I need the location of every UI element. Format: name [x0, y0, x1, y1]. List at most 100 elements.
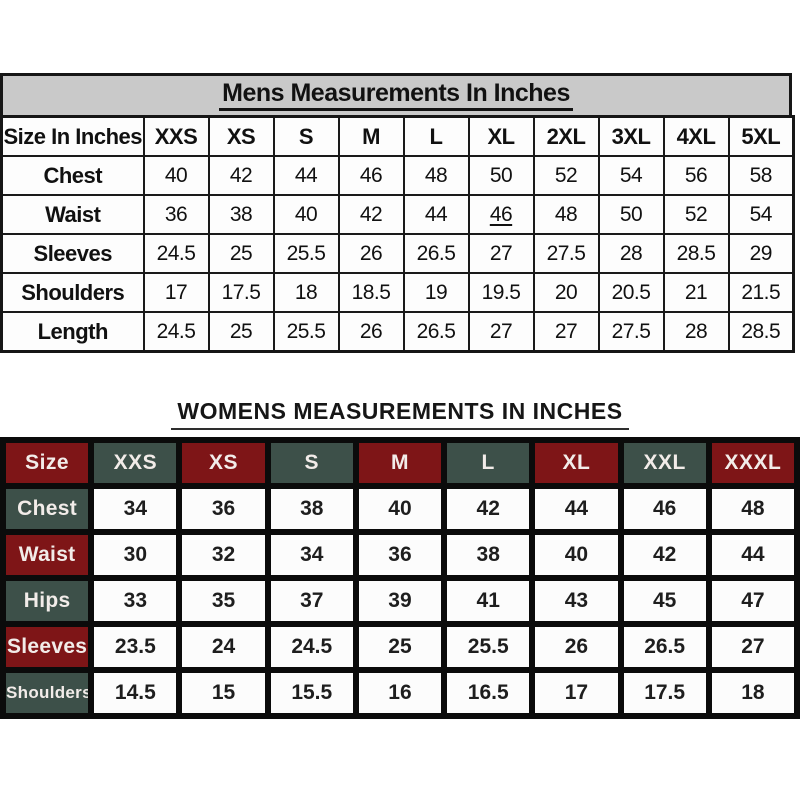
- mens-cell: 48: [402, 155, 470, 196]
- mens-cell: 24.5: [142, 311, 210, 353]
- mens-title-band: Mens Measurements In Inches: [0, 73, 792, 115]
- mens-cell: 52: [662, 194, 730, 235]
- mens-cell: 25.5: [272, 233, 340, 274]
- mens-cell: 27.5: [597, 311, 665, 353]
- womens-cell: 26: [535, 627, 618, 667]
- womens-cell: 33: [94, 581, 177, 621]
- mens-cell: 17: [142, 272, 210, 313]
- mens-row-label: Sleeves: [0, 233, 145, 274]
- mens-cell: 28: [662, 311, 730, 353]
- mens-row-label: Length: [0, 311, 145, 353]
- womens-cell: 44: [711, 535, 794, 575]
- mens-cell: 28.5: [662, 233, 730, 274]
- womens-cell: 42: [447, 489, 530, 529]
- mens-header-cell: L: [402, 115, 470, 157]
- womens-cell: 30: [94, 535, 177, 575]
- womens-header-cell: S: [270, 443, 353, 483]
- mens-cell: 28.5: [727, 311, 795, 353]
- womens-section: Size XXS XS S M L XL XXL XXXL Chest 34 36 38 40 42 44 46…: [0, 437, 800, 719]
- mens-cell: 28: [597, 233, 665, 274]
- womens-cell: 36: [358, 535, 442, 575]
- mens-header-cell: 4XL: [662, 115, 730, 157]
- mens-cell: 40: [142, 155, 210, 196]
- womens-cell: 16.5: [447, 673, 530, 713]
- mens-cell: 44: [402, 194, 470, 235]
- mens-cell: 27: [467, 233, 535, 274]
- womens-header-cell: XS: [182, 443, 265, 483]
- womens-header-cell: XXXL: [711, 443, 794, 483]
- mens-cell: 21: [662, 272, 730, 313]
- mens-table-row: Length 24.5 25 25.5 26 26.5 27 27 27.5 28 28.5: [0, 311, 795, 353]
- mens-cell: 27: [532, 311, 600, 353]
- womens-header-cell: Size: [6, 443, 89, 483]
- mens-cell: 20.5: [597, 272, 665, 313]
- mens-cell: 27.5: [532, 233, 600, 274]
- womens-cell: 40: [358, 489, 442, 529]
- mens-title: Mens Measurements In Inches: [219, 80, 573, 111]
- mens-cell: 20: [532, 272, 600, 313]
- mens-cell: 25: [207, 311, 275, 353]
- womens-row-label: Chest: [6, 489, 89, 529]
- womens-cell: 32: [182, 535, 265, 575]
- mens-cell: 17.5: [207, 272, 275, 313]
- womens-cell: 34: [94, 489, 177, 529]
- womens-cell: 35: [182, 581, 265, 621]
- womens-cell: 15.5: [270, 673, 353, 713]
- mens-cell: 40: [272, 194, 340, 235]
- mens-section: Mens Measurements In Inches Size In Inch…: [0, 73, 795, 353]
- womens-cell: 45: [623, 581, 706, 621]
- mens-header-cell: 5XL: [727, 115, 795, 157]
- mens-cell: 26.5: [402, 233, 470, 274]
- womens-table-row: Waist 30 32 34 36 38 40 42 44: [6, 535, 794, 575]
- womens-header-cell: XL: [535, 443, 618, 483]
- womens-cell: 27: [711, 627, 794, 667]
- mens-cell: 58: [727, 155, 795, 196]
- womens-cell: 25: [358, 627, 442, 667]
- mens-cell: 21.5: [727, 272, 795, 313]
- mens-cell: 29: [727, 233, 795, 274]
- womens-cell: 23.5: [94, 627, 177, 667]
- mens-cell: 54: [597, 155, 665, 196]
- womens-cell: 15: [182, 673, 265, 713]
- womens-cell: 34: [270, 535, 353, 575]
- mens-cell: 48: [532, 194, 600, 235]
- womens-table-row: Shoulders 14.5 15 15.5 16 16.5 17 17.5 18: [6, 673, 794, 713]
- mens-cell: 46: [337, 155, 405, 196]
- womens-cell: 43: [535, 581, 618, 621]
- womens-row-label: Waist: [6, 535, 89, 575]
- mens-header-cell: XS: [207, 115, 275, 157]
- mens-cell: 26.5: [402, 311, 470, 353]
- womens-header-cell: XXS: [94, 443, 177, 483]
- womens-row-label: Shoulders: [6, 673, 89, 713]
- womens-cell: 38: [447, 535, 530, 575]
- mens-cell: 42: [337, 194, 405, 235]
- womens-cell: 24.5: [270, 627, 353, 667]
- womens-title-wrap: WOMENS MEASUREMENTS IN INCHES: [0, 398, 800, 430]
- mens-cell: 42: [207, 155, 275, 196]
- mens-cell: 19.5: [467, 272, 535, 313]
- mens-table-row: Chest 40 42 44 46 48 50 52 54 56 58: [0, 155, 795, 196]
- womens-cell: 48: [711, 489, 794, 529]
- womens-cell: 47: [711, 581, 794, 621]
- womens-cell: 14.5: [94, 673, 177, 713]
- mens-cell: 36: [142, 194, 210, 235]
- womens-cell: 39: [358, 581, 442, 621]
- mens-cell: 56: [662, 155, 730, 196]
- underlined-value: 46: [489, 202, 513, 226]
- womens-header-row: Size XXS XS S M L XL XXL XXXL: [6, 443, 794, 483]
- womens-table-row: Chest 34 36 38 40 42 44 46 48: [6, 489, 794, 529]
- mens-header-cell: M: [337, 115, 405, 157]
- mens-cell: 18.5: [337, 272, 405, 313]
- womens-row-label: Sleeves: [6, 627, 89, 667]
- womens-cell: 40: [535, 535, 618, 575]
- womens-cell: 18: [711, 673, 794, 713]
- womens-cell: 17.5: [623, 673, 706, 713]
- womens-title: WOMENS MEASUREMENTS IN INCHES: [171, 398, 629, 430]
- mens-cell: 54: [727, 194, 795, 235]
- mens-header-cell: 3XL: [597, 115, 665, 157]
- womens-cell: 16: [358, 673, 442, 713]
- womens-header-cell: L: [447, 443, 530, 483]
- womens-row-label: Hips: [6, 581, 89, 621]
- mens-cell: 24.5: [142, 233, 210, 274]
